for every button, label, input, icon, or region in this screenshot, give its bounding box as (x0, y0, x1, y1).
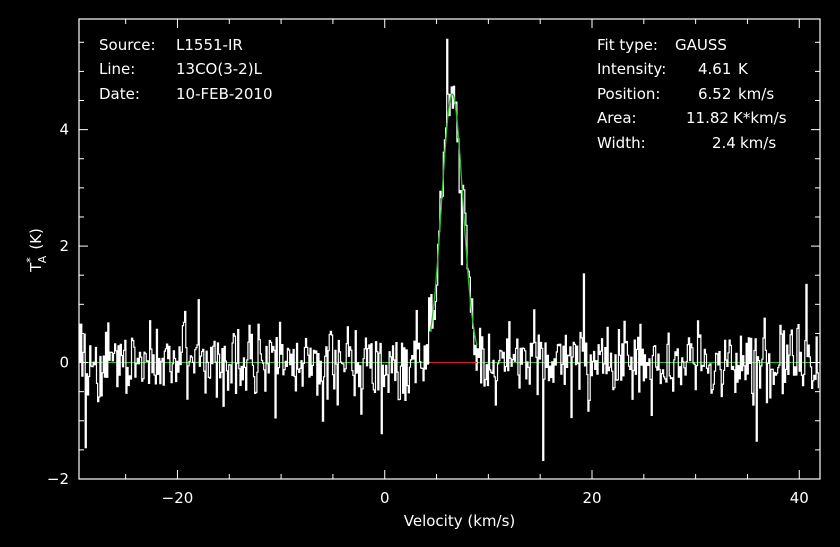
axes-frame (78, 18, 821, 480)
gaussian-fit-group (429, 93, 478, 364)
position-label: Position: (597, 85, 661, 103)
intensity-value: 4.61 (698, 60, 732, 78)
line-value: 13CO(3-2)L (176, 60, 262, 78)
ticks-group (79, 19, 820, 480)
area-label: Area: (597, 109, 637, 127)
position-value: 6.52 (698, 85, 732, 103)
fit-type-value: GAUSS (675, 36, 727, 54)
date-value: 10-FEB-2010 (176, 85, 273, 103)
area-value: 11.82 (686, 109, 729, 127)
source-value: L1551-IR (176, 36, 243, 54)
x-tick-label: 40 (790, 489, 809, 507)
y-axis-title: T*A(K) (24, 228, 49, 273)
width-value: 2.4 (712, 134, 736, 152)
intensity-label: Intensity: (597, 60, 667, 78)
axes-frame-group (78, 18, 821, 480)
gaussian-fit-curve (429, 93, 478, 346)
x-tick-label: −20 (162, 489, 194, 507)
y-tick-label: 0 (59, 354, 69, 372)
x-axis-title: Velocity (km/s) (404, 512, 515, 530)
intensity-unit: K (738, 60, 748, 78)
position-unit: km/s (738, 85, 775, 103)
source-label: Source: (99, 36, 156, 54)
y-tick-label: 2 (59, 237, 69, 255)
fit-type-label: Fit type: (597, 36, 658, 54)
x-tick-label: 20 (582, 489, 601, 507)
date-label: Date: (99, 85, 140, 103)
x-tick-label: 0 (380, 489, 390, 507)
width-label: Width: (597, 134, 646, 152)
y-tick-label: −2 (47, 470, 69, 488)
y-tick-label: 4 (59, 121, 69, 139)
line-label: Line: (99, 60, 136, 78)
axis-titles-group: Velocity (km/s) T*A(K) (24, 228, 515, 530)
width-unit: km/s (740, 134, 777, 152)
area-unit: K*km/s (733, 109, 787, 127)
